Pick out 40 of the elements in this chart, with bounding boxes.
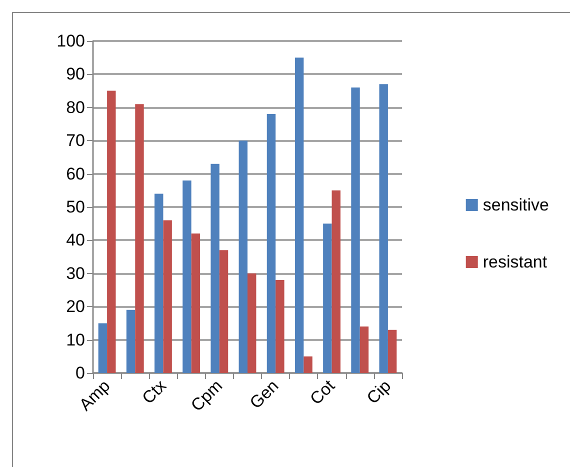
bar: [107, 90, 116, 373]
bar: [163, 220, 172, 373]
bar: [210, 164, 220, 373]
bar: [323, 224, 332, 373]
bar: [332, 190, 340, 373]
legend-label: sensitive: [482, 196, 549, 214]
bar: [154, 194, 164, 373]
y-tick-label: 70: [66, 131, 85, 150]
bar: [304, 356, 312, 373]
bar: [276, 280, 284, 373]
y-tick-label: 30: [66, 264, 85, 283]
y-tick-label: 100: [56, 32, 85, 50]
x-tick-label: Cpm: [187, 376, 226, 416]
bar: [294, 58, 304, 373]
bar: [98, 323, 108, 373]
bar: [219, 250, 228, 373]
bar: [360, 326, 369, 373]
x-tick-label: Gen: [246, 376, 282, 412]
y-tick-label: 80: [66, 98, 85, 117]
y-tick-label: 90: [66, 64, 85, 84]
bar: [135, 104, 144, 373]
y-tick-label: 40: [66, 230, 85, 250]
y-tick-label: 20: [66, 297, 85, 316]
x-tick-label: Ctx: [138, 376, 170, 408]
y-tick-label: 50: [66, 198, 85, 216]
x-tick-label: Cot: [306, 376, 339, 408]
bar: [379, 84, 388, 373]
y-tick-label: 10: [66, 330, 85, 350]
y-tick-label: 60: [66, 164, 85, 184]
bar: [351, 87, 360, 373]
x-tick-label: Cip: [363, 376, 395, 408]
bar: [191, 234, 200, 373]
bar: [182, 180, 192, 373]
y-tick-label: 0: [76, 364, 85, 382]
bar: [388, 330, 397, 373]
legend-label: resistant: [482, 252, 548, 272]
bar: [126, 310, 136, 373]
bar: [248, 273, 256, 373]
bar: [238, 140, 248, 373]
bar: [266, 114, 276, 373]
